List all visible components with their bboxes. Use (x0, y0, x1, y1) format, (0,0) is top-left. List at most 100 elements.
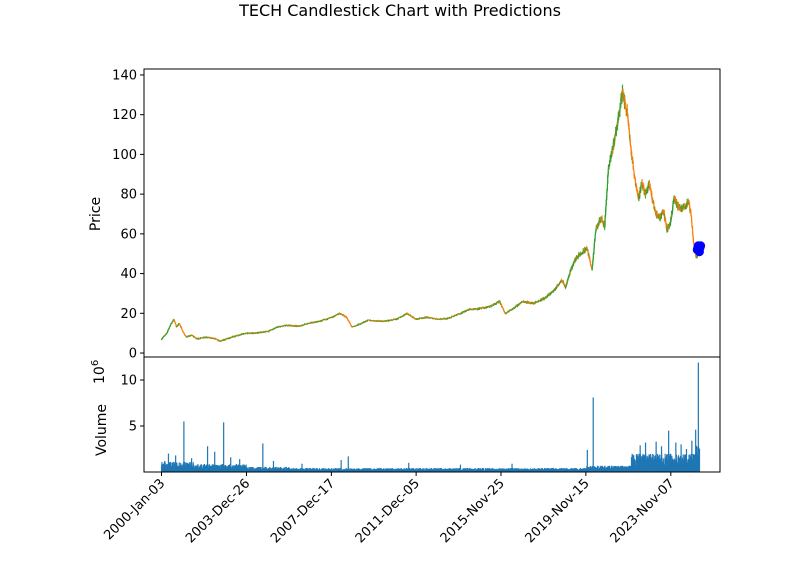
candle-down (441, 319, 443, 320)
candle-up (176, 326, 178, 327)
candle-up (166, 331, 168, 333)
candle-down (629, 138, 631, 145)
candle-down (627, 120, 630, 127)
volume-bar (457, 468, 459, 472)
candle-up (614, 136, 616, 142)
volume-bars (160, 362, 701, 472)
candle-down (173, 320, 175, 322)
volume-bar (200, 464, 203, 472)
candle-down (504, 312, 506, 314)
candle-up (369, 320, 371, 322)
candle-down (297, 325, 299, 327)
candle-down (210, 337, 213, 339)
candle-up (172, 320, 174, 322)
candle-up (242, 333, 244, 335)
volume-bar (336, 468, 338, 472)
candle-up (397, 318, 399, 320)
candle-down (193, 336, 196, 338)
candle-up (229, 338, 232, 339)
candle-down (235, 335, 237, 337)
candle-up (594, 234, 596, 240)
candle-up (358, 323, 360, 326)
candle-down (631, 152, 633, 159)
candle-up (332, 317, 334, 319)
candle-down (665, 219, 667, 222)
candle-up (593, 243, 595, 249)
price-y-axis: 0 20 40 60 80 100 120 140 (112, 68, 144, 362)
candle-up (605, 209, 607, 216)
candle-up (299, 325, 301, 327)
candle-up (620, 96, 622, 106)
candle-up (167, 329, 169, 332)
candle-up (558, 283, 560, 285)
candle-up (511, 309, 513, 311)
candle-down (350, 324, 352, 325)
prediction-point (696, 241, 706, 251)
candle-up (478, 309, 480, 310)
candle-up (569, 270, 571, 275)
candle-down (448, 318, 450, 319)
candle-down (209, 337, 211, 338)
candle-down (179, 323, 181, 326)
candle-up (607, 175, 609, 184)
candle-up (605, 205, 607, 210)
candle-up (612, 142, 614, 150)
candle-down (346, 317, 348, 319)
volume-bar (356, 468, 358, 472)
candle-down (634, 179, 637, 186)
volume-bar (245, 464, 247, 472)
candle-up (621, 90, 623, 97)
candle-up (552, 290, 554, 293)
candle-up (647, 185, 649, 189)
candle-down (652, 200, 654, 204)
candle-up (311, 322, 313, 324)
candle-down (627, 118, 629, 121)
volume-bar (348, 468, 350, 472)
candle-down (589, 258, 591, 261)
candle-down (690, 215, 692, 217)
candle-down (218, 339, 220, 341)
candle-down (182, 330, 184, 332)
candle-down (630, 146, 632, 155)
candle-down (500, 304, 503, 307)
candle-down (181, 327, 183, 329)
candle-down (349, 323, 351, 325)
candle-down (649, 185, 651, 188)
candle-down (174, 321, 176, 324)
candle-down (407, 313, 409, 315)
candle-down (644, 191, 646, 193)
candle-down (679, 206, 681, 210)
candle-up (316, 321, 318, 323)
volume-bar (229, 464, 231, 472)
candle-down (691, 216, 693, 223)
candle-up (272, 329, 274, 331)
candle-down (589, 261, 592, 265)
price-y-tick-label: 60 (120, 227, 137, 242)
candle-up (262, 332, 264, 333)
candle-down (563, 282, 565, 284)
candle-up (550, 293, 552, 294)
candle-up (279, 326, 282, 328)
candle-up (669, 219, 672, 225)
candle-up (593, 248, 595, 254)
candle-up (201, 337, 204, 339)
price-y-tick-label: 140 (112, 68, 137, 83)
candle-up (168, 326, 170, 329)
candle-down (628, 125, 630, 131)
candle-up (541, 298, 543, 301)
candle-down (624, 102, 626, 105)
candle-up (462, 311, 464, 313)
candle-down (410, 314, 412, 317)
candle-down (175, 324, 177, 327)
candle-down (590, 265, 592, 267)
candle-down (349, 322, 351, 324)
candle-down (286, 324, 288, 326)
candle-down (601, 218, 603, 222)
candle-up (161, 338, 163, 339)
candle-up (604, 216, 606, 226)
candle-down (692, 238, 694, 243)
candle-down (641, 182, 643, 187)
candle-up (592, 253, 594, 259)
candle-down (633, 170, 635, 177)
candle-up (609, 160, 611, 165)
